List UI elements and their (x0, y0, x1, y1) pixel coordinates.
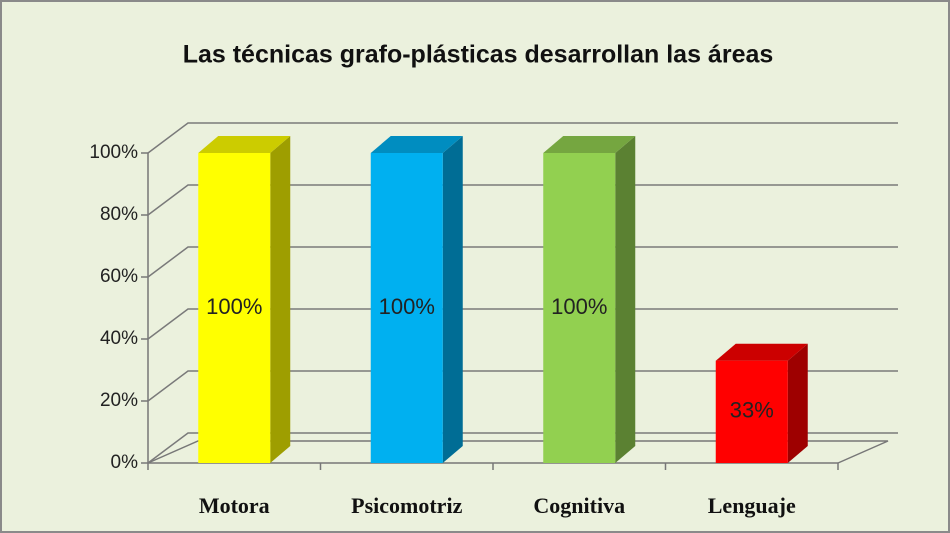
grid-line (147, 246, 898, 278)
grid-line (147, 184, 898, 216)
bar-top (370, 136, 463, 153)
x-tick-label: Cognitiva (533, 493, 625, 518)
grid-line (147, 432, 898, 464)
bar (715, 360, 788, 463)
y-tick-label: 100% (89, 142, 138, 163)
y-tick-label: 80% (100, 204, 138, 225)
bar-side (270, 136, 291, 463)
y-tick-label: 60% (100, 266, 138, 287)
grid-line (147, 370, 898, 402)
bar-side (615, 136, 636, 463)
bar (370, 153, 443, 463)
bar-side (787, 343, 808, 463)
floor (147, 440, 889, 464)
bar (543, 153, 616, 463)
x-tick-label: Psicomotriz (351, 493, 462, 518)
bar (198, 153, 271, 463)
x-tick-label: Lenguaje (708, 493, 796, 518)
x-tick-label: Motora (199, 493, 270, 518)
chart-title: Las técnicas grafo-plásticas desarrollan… (183, 41, 774, 69)
bar-top (543, 136, 636, 153)
bar-side (442, 136, 463, 463)
value-label: 100% (206, 294, 262, 319)
grid-line (147, 122, 898, 154)
bar-top (715, 343, 808, 361)
y-tick-label: 0% (111, 452, 139, 473)
value-label: 33% (730, 398, 774, 423)
value-label: 100% (551, 294, 607, 319)
y-tick-label: 20% (100, 390, 138, 411)
value-label: 100% (379, 294, 435, 319)
bar-top (198, 136, 291, 153)
y-tick-label: 40% (100, 328, 138, 349)
grid-line (147, 308, 898, 340)
